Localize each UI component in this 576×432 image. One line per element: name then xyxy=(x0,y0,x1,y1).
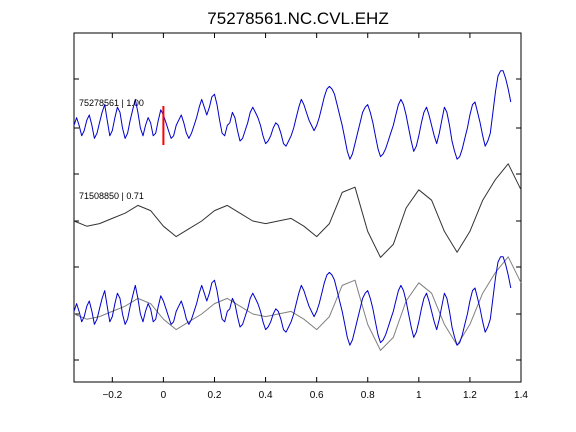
trace-label: 75278561 | 1.00 xyxy=(79,98,144,108)
x-tick-label: 1 xyxy=(416,390,422,401)
x-tick-label: −0.2 xyxy=(102,390,122,401)
x-tick-label: 0.4 xyxy=(259,390,273,401)
trace-panel-3-series-2 xyxy=(73,256,522,351)
x-tick-label: 0.6 xyxy=(310,390,324,401)
x-tick-label: 0.2 xyxy=(208,390,222,401)
axis-ticks: −0.2 0 0.2 0.4 0.6 0.8 1 1.2 1.4 xyxy=(74,33,528,401)
trace-labels: 75278561 | 1.00 71508850 | 0.71 xyxy=(79,98,144,201)
plot-frame xyxy=(73,32,522,383)
x-tick-label: 0.8 xyxy=(361,390,375,401)
trace-panel-3-series-1 xyxy=(73,256,512,346)
trace-panel-1-series-1 xyxy=(73,70,512,160)
chart-title: 75278561.NC.CVL.EHZ xyxy=(207,9,388,28)
trace-label: 71508850 | 0.71 xyxy=(79,191,144,201)
waveform-traces xyxy=(73,70,522,351)
x-tick-label: 0 xyxy=(161,390,167,401)
x-tick-label: 1.2 xyxy=(463,390,477,401)
x-tick-label: 1.4 xyxy=(514,390,528,401)
trace-panel-2-series-1 xyxy=(73,163,522,258)
